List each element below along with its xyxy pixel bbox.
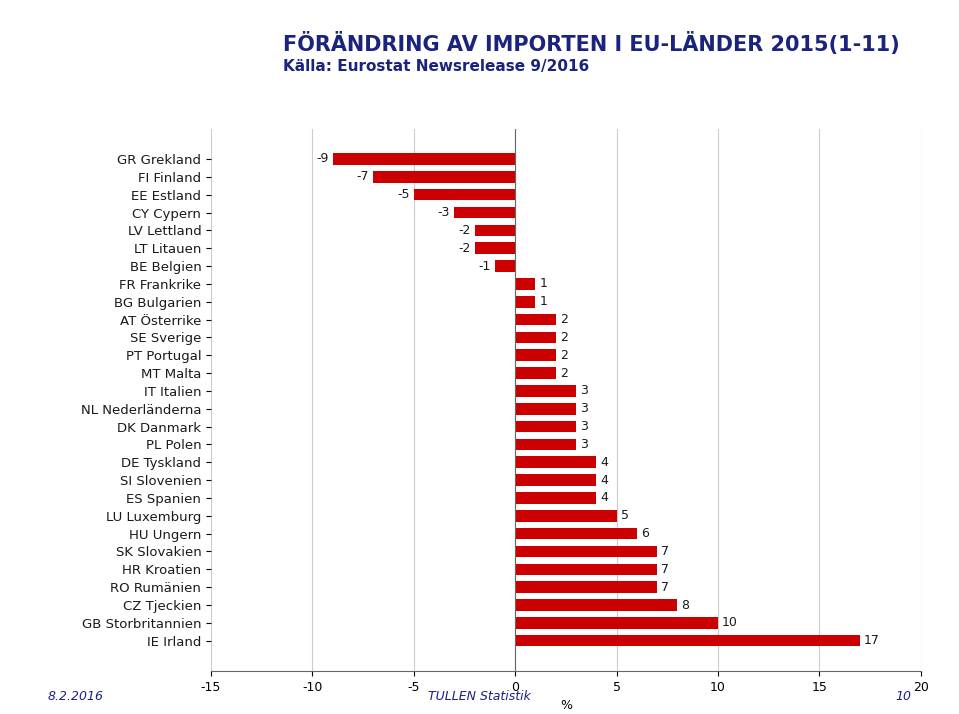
Text: 8: 8 <box>682 598 690 611</box>
Bar <box>515 296 535 308</box>
Text: 5: 5 <box>620 509 628 523</box>
Text: 1: 1 <box>540 277 548 291</box>
Bar <box>515 599 677 610</box>
Text: 2: 2 <box>560 331 568 344</box>
Bar <box>515 563 657 575</box>
Bar <box>515 438 576 451</box>
Text: 4: 4 <box>600 491 608 505</box>
Text: 3: 3 <box>580 384 588 398</box>
Text: -3: -3 <box>438 206 450 219</box>
Text: 8.2.2016: 8.2.2016 <box>48 690 104 703</box>
Text: 3: 3 <box>580 438 588 451</box>
Text: 6: 6 <box>641 527 648 540</box>
Text: 2: 2 <box>560 348 568 362</box>
Text: 4: 4 <box>600 456 608 469</box>
Bar <box>515 421 576 433</box>
Text: FÖRÄNDRING AV IMPORTEN I EU-LÄNDER 2015(1-11): FÖRÄNDRING AV IMPORTEN I EU-LÄNDER 2015(… <box>283 32 900 55</box>
Bar <box>515 403 576 415</box>
Bar <box>373 171 515 183</box>
Text: 7: 7 <box>661 580 669 593</box>
Bar <box>515 456 596 468</box>
Bar <box>515 385 576 397</box>
Bar <box>333 154 515 165</box>
Text: 3: 3 <box>580 402 588 416</box>
Text: Källa: Eurostat Newsrelease 9/2016: Källa: Eurostat Newsrelease 9/2016 <box>283 59 589 74</box>
Bar <box>475 224 515 236</box>
Text: 10: 10 <box>895 690 911 703</box>
Text: -1: -1 <box>479 259 491 273</box>
Text: 7: 7 <box>661 545 669 558</box>
Bar <box>495 260 515 272</box>
Bar <box>515 474 596 486</box>
Text: 3: 3 <box>580 420 588 433</box>
Text: -2: -2 <box>458 224 471 237</box>
Bar <box>515 313 555 326</box>
Bar <box>515 367 555 379</box>
Text: 4: 4 <box>600 473 608 487</box>
Text: 1: 1 <box>540 295 548 308</box>
Bar <box>515 349 555 361</box>
Bar <box>515 635 860 646</box>
Text: TULLEN Statistik: TULLEN Statistik <box>428 690 531 703</box>
Text: -2: -2 <box>458 242 471 255</box>
Bar <box>515 510 617 522</box>
Bar <box>515 581 657 593</box>
Bar <box>413 189 515 201</box>
Bar <box>515 492 596 504</box>
Bar <box>515 278 535 290</box>
Bar <box>455 207 515 218</box>
Bar <box>515 331 555 343</box>
Text: 10: 10 <box>722 616 737 629</box>
Text: -7: -7 <box>357 171 369 183</box>
Text: 2: 2 <box>560 313 568 326</box>
Bar <box>515 528 637 540</box>
Text: -9: -9 <box>316 153 329 166</box>
Bar <box>515 545 657 558</box>
X-axis label: %: % <box>560 700 572 713</box>
Bar <box>515 617 718 628</box>
Text: 7: 7 <box>661 563 669 575</box>
Text: 2: 2 <box>560 366 568 380</box>
Text: -5: -5 <box>397 188 409 201</box>
Bar <box>475 242 515 254</box>
Text: 17: 17 <box>864 634 879 647</box>
